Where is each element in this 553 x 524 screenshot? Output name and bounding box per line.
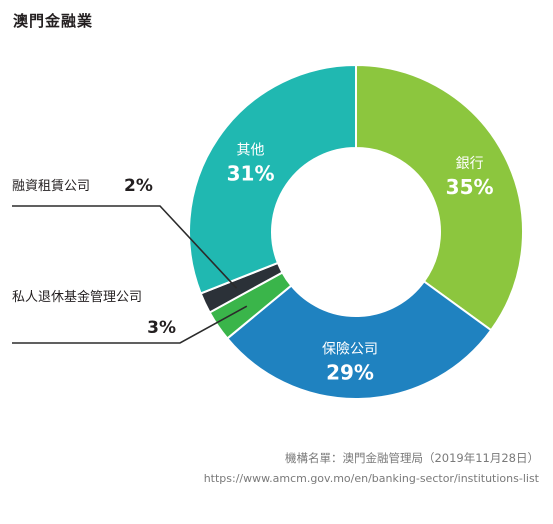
slice-bank	[355, 63, 524, 332]
slice-label-leasing: 融資租賃公司	[12, 179, 90, 194]
source-url[interactable]: https://www.amcm.gov.mo/en/banking-secto…	[203, 472, 539, 485]
slice-value-other: 31%	[227, 161, 275, 185]
chart-title: 澳門金融業	[13, 12, 94, 30]
slice-label-bank: 銀行	[456, 156, 484, 172]
slice-label-insurance: 保險公司	[322, 341, 378, 357]
leader-line-leasing	[12, 205, 238, 289]
slice-label-other: 其他	[237, 142, 265, 158]
source-note: 機構名單：澳門金融管理局（2019年11月28日）	[284, 451, 539, 465]
slice-value-leasing: 2%	[124, 176, 153, 196]
slice-other	[188, 63, 357, 295]
leader-line-pension-fund	[12, 305, 248, 344]
slice-insurance	[225, 279, 493, 400]
slice-value-insurance: 29%	[326, 360, 374, 384]
slice-value-pension-fund: 3%	[147, 318, 176, 338]
slice-labels: 銀行 35% 保險公司 29% 其他 31% 融資租賃公司 2% 私人退休基金管理公司 3%	[12, 142, 494, 384]
leader-lines	[12, 205, 248, 344]
donut-chart: 銀行 35% 保險公司 29% 其他 31% 融資租賃公司 2% 私人退休基金管理公司 3%	[12, 63, 524, 400]
slice-value-bank: 35%	[446, 175, 494, 199]
donut-slices	[188, 63, 524, 400]
slice-label-pension-fund: 私人退休基金管理公司	[12, 289, 142, 305]
